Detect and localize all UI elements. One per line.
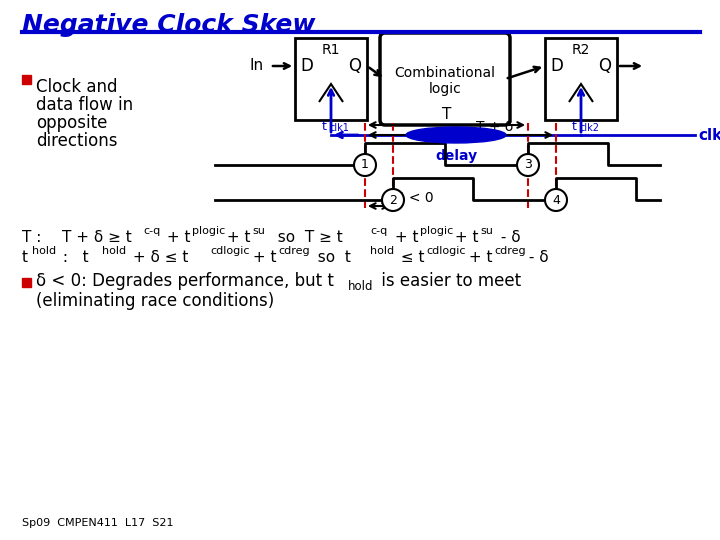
Text: ≤ t: ≤ t: [396, 250, 425, 265]
Text: cdlogic: cdlogic: [210, 246, 250, 256]
Text: T: T: [442, 107, 451, 122]
Text: R1: R1: [322, 43, 341, 57]
Text: c-q: c-q: [143, 226, 161, 236]
Text: directions: directions: [36, 132, 117, 150]
Text: plogic: plogic: [420, 226, 454, 236]
Text: clk2: clk2: [579, 123, 599, 133]
Text: D: D: [300, 57, 313, 75]
Text: T + δ: T + δ: [475, 120, 513, 134]
Text: + t: + t: [248, 250, 276, 265]
Text: + t: + t: [450, 230, 479, 245]
Circle shape: [545, 189, 567, 211]
Text: c-q: c-q: [370, 226, 387, 236]
Text: clk1: clk1: [329, 123, 349, 133]
Text: T :: T :: [22, 230, 41, 245]
Text: R2: R2: [572, 43, 590, 57]
Text: cdlogic: cdlogic: [426, 246, 466, 256]
Text: cdreg: cdreg: [494, 246, 526, 256]
Text: Q: Q: [348, 57, 361, 75]
Text: su: su: [252, 226, 265, 236]
Text: Combinational: Combinational: [395, 66, 495, 80]
Text: :   t: : t: [58, 250, 89, 265]
FancyBboxPatch shape: [545, 38, 617, 120]
Text: 2: 2: [389, 193, 397, 206]
Text: Clock and: Clock and: [36, 78, 117, 96]
Text: so  T ≥ t: so T ≥ t: [268, 230, 343, 245]
Text: plogic: plogic: [192, 226, 225, 236]
Text: t: t: [22, 250, 28, 265]
Circle shape: [354, 154, 376, 176]
Text: delay: delay: [435, 149, 477, 163]
Text: opposite: opposite: [36, 114, 107, 132]
Text: cdreg: cdreg: [278, 246, 310, 256]
Text: t: t: [572, 120, 577, 133]
Text: T + δ ≥ t: T + δ ≥ t: [62, 230, 132, 245]
Text: - δ: - δ: [496, 230, 521, 245]
Text: + t: + t: [464, 250, 492, 265]
Bar: [22, 75, 31, 84]
Text: D: D: [551, 57, 564, 75]
Text: - δ: - δ: [524, 250, 549, 265]
Text: + t: + t: [222, 230, 251, 245]
FancyBboxPatch shape: [295, 38, 367, 120]
Text: + t: + t: [162, 230, 191, 245]
Text: hold: hold: [348, 280, 374, 293]
Text: δ < 0: δ < 0: [396, 191, 433, 205]
Text: Sp09  CMPEN411  L17  S21: Sp09 CMPEN411 L17 S21: [22, 518, 174, 528]
Text: hold: hold: [32, 246, 56, 256]
Text: hold: hold: [102, 246, 126, 256]
Text: su: su: [480, 226, 493, 236]
Text: 4: 4: [552, 193, 560, 206]
Text: is easier to meet: is easier to meet: [376, 272, 521, 290]
Text: t: t: [322, 120, 327, 133]
Text: Q: Q: [598, 57, 611, 75]
Text: data flow in: data flow in: [36, 96, 133, 114]
Circle shape: [382, 189, 404, 211]
Text: 3: 3: [524, 159, 532, 172]
Ellipse shape: [406, 127, 506, 143]
Text: hold: hold: [370, 246, 394, 256]
Text: clk: clk: [698, 127, 720, 143]
Text: + t: + t: [390, 230, 418, 245]
Text: δ < 0: Degrades performance, but t: δ < 0: Degrades performance, but t: [36, 272, 334, 290]
Text: In: In: [250, 58, 264, 73]
FancyBboxPatch shape: [380, 33, 510, 125]
Bar: [22, 278, 31, 287]
Text: 1: 1: [361, 159, 369, 172]
Text: Negative Clock Skew: Negative Clock Skew: [22, 13, 315, 37]
Circle shape: [517, 154, 539, 176]
Text: (eliminating race conditions): (eliminating race conditions): [36, 292, 274, 310]
Text: so  t: so t: [308, 250, 351, 265]
Text: logic: logic: [428, 82, 462, 96]
Text: + δ ≤ t: + δ ≤ t: [128, 250, 189, 265]
